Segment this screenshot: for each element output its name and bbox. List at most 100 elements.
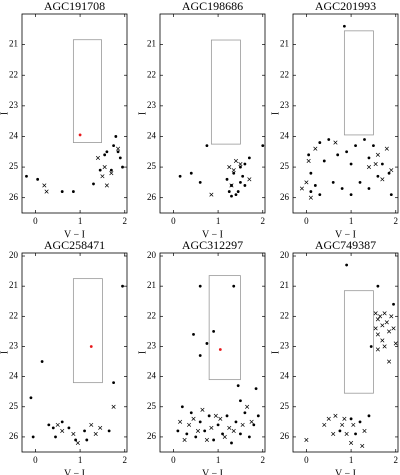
y-tick-label: 25 [9,161,19,171]
panel-title: AGC312297 [182,238,243,252]
y-tick-label: 21 [147,280,156,290]
cross-point [240,422,245,427]
selection-box [208,275,241,381]
cross-point [102,165,107,170]
y-tick-label: 26 [147,431,157,441]
plot-frame [159,13,266,214]
y-tick-label: 24 [280,131,290,141]
panel-title: AGC749387 [315,238,376,252]
dot-point [198,354,202,357]
y-tick-label: 25 [147,161,157,171]
cross-point [380,323,385,328]
y-tick-label: 24 [9,371,19,381]
cross-point [375,332,380,337]
dot-point [89,345,93,348]
y-tick-label: 24 [9,131,19,141]
dot-point [47,423,51,427]
cross-point [111,404,116,409]
plot-frame [159,252,266,453]
y-tick-label: 25 [9,401,19,411]
cross-point [306,158,311,164]
dot-point [227,190,231,193]
dot-point [234,193,238,197]
x-tick-label: 2 [123,455,128,465]
y-tick-label: 22 [280,310,289,320]
cross-point [116,146,121,151]
y-tick-label: 20 [9,250,19,260]
dot-point [198,180,202,184]
cross-point [373,161,378,167]
cross-point [375,152,380,157]
dot-point [36,177,40,181]
cross-point [366,165,372,170]
dot-point [25,174,28,178]
y-tick-label: 23 [147,100,157,110]
y-tick-label: 22 [9,310,18,320]
panel: AGC191708 V − I I 0 1 2 21 22 23 24 25 26 [0,0,128,240]
dot-point [225,177,229,181]
x-tick-label: 1 [78,455,83,465]
dot-point [218,348,222,351]
dot-point [243,411,247,415]
dot-point [307,153,311,157]
y-axis-label: I [0,112,10,115]
cross-point [331,431,336,436]
cross-point [227,165,232,170]
cross-point [362,428,367,433]
cross-point [209,192,214,197]
dot-point [349,417,353,421]
x-tick-label: 2 [261,455,266,465]
cross-point [373,326,378,331]
dot-point [221,432,224,436]
y-tick-label: 20 [280,250,290,260]
x-axis-label: V − I [202,229,223,240]
dot-point [239,165,242,169]
dot-point [322,159,326,163]
dot-point [112,381,115,385]
x-axis-label: V − I [335,229,356,240]
dot-point [71,190,75,193]
dot-point [78,133,82,137]
dot-point [207,414,211,418]
cross-point [378,314,383,319]
dot-point [60,190,64,193]
dot-point [178,174,182,178]
selection-box [343,290,374,394]
dot-point [109,168,113,172]
y-tick-label: 21 [280,280,289,290]
dot-point [176,429,180,433]
dot-point [340,187,344,190]
dot-point [92,182,95,186]
cross-point [389,314,394,319]
dot-point [345,263,349,267]
y-tick-label: 22 [280,69,289,79]
dot-point [309,171,313,175]
panel: AGC198686 V − I I 0 1 2 21 22 23 24 25 26 [137,0,266,240]
dot-point [118,156,122,160]
dot-point [105,150,109,154]
panel: AGC201993 V − I I 0 1 2 21 22 23 24 25 26 [270,0,399,240]
cross-point [393,341,398,346]
dot-point [243,162,247,166]
cross-point [304,437,309,442]
x-tick-label: 2 [394,455,399,465]
x-tick-label: 1 [78,216,83,226]
dot-point [234,420,238,424]
x-tick-label: 0 [171,216,176,226]
dot-point [342,24,346,28]
cross-point [245,404,250,409]
cross-point [42,183,47,188]
x-axis-label: V − I [335,468,356,475]
dot-point [189,171,193,175]
dot-point [354,144,357,148]
cross-point [233,158,239,164]
dot-point [232,284,236,288]
cross-point [104,183,109,188]
cross-point [387,359,392,364]
dot-point [212,438,216,442]
cross-point [222,434,227,439]
x-tick-label: 1 [349,455,354,465]
dot-point [367,156,371,160]
dot-point [345,150,349,154]
